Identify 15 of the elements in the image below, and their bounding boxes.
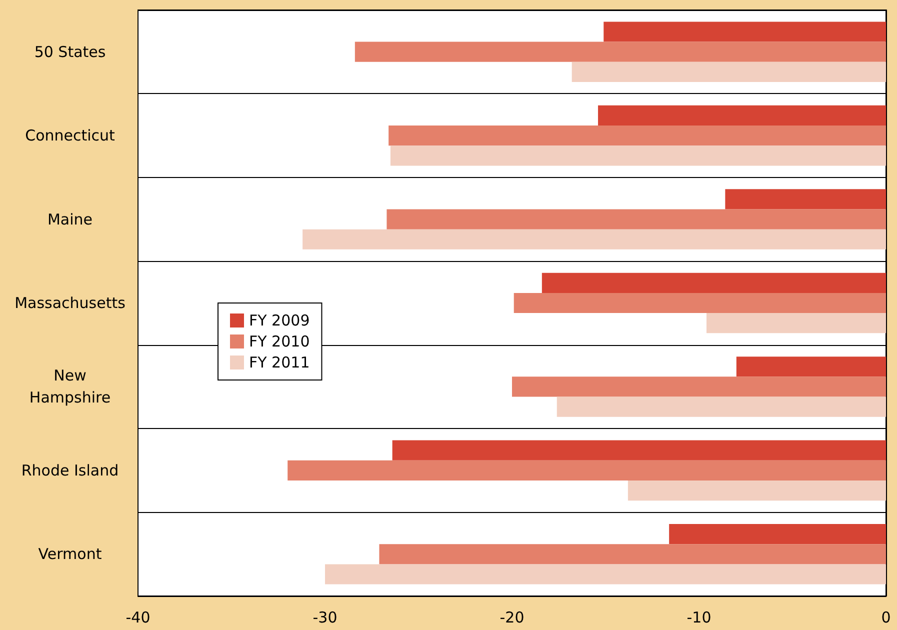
y-tick-label: Vermont [38, 545, 102, 564]
x-tick-label: -30 [312, 608, 338, 626]
legend-label: FY 2011 [249, 354, 310, 372]
y-tick-label: Maine [47, 210, 93, 228]
legend-label: FY 2009 [249, 312, 310, 330]
y-tick-label: 50 States [34, 42, 106, 61]
x-tick-label: -20 [500, 608, 524, 626]
y-tick-label: New Hampshire [29, 366, 111, 407]
y-tick-label: Connecticut [25, 126, 116, 145]
x-tick-label: 0 [881, 608, 891, 626]
x-tick-label: -10 [686, 608, 712, 626]
x-tick-label: -40 [126, 608, 150, 626]
legend-label: FY 2010 [249, 332, 310, 350]
y-tick-label: Rhode Island [21, 461, 119, 480]
y-tick-label: Massachusetts [14, 294, 126, 312]
